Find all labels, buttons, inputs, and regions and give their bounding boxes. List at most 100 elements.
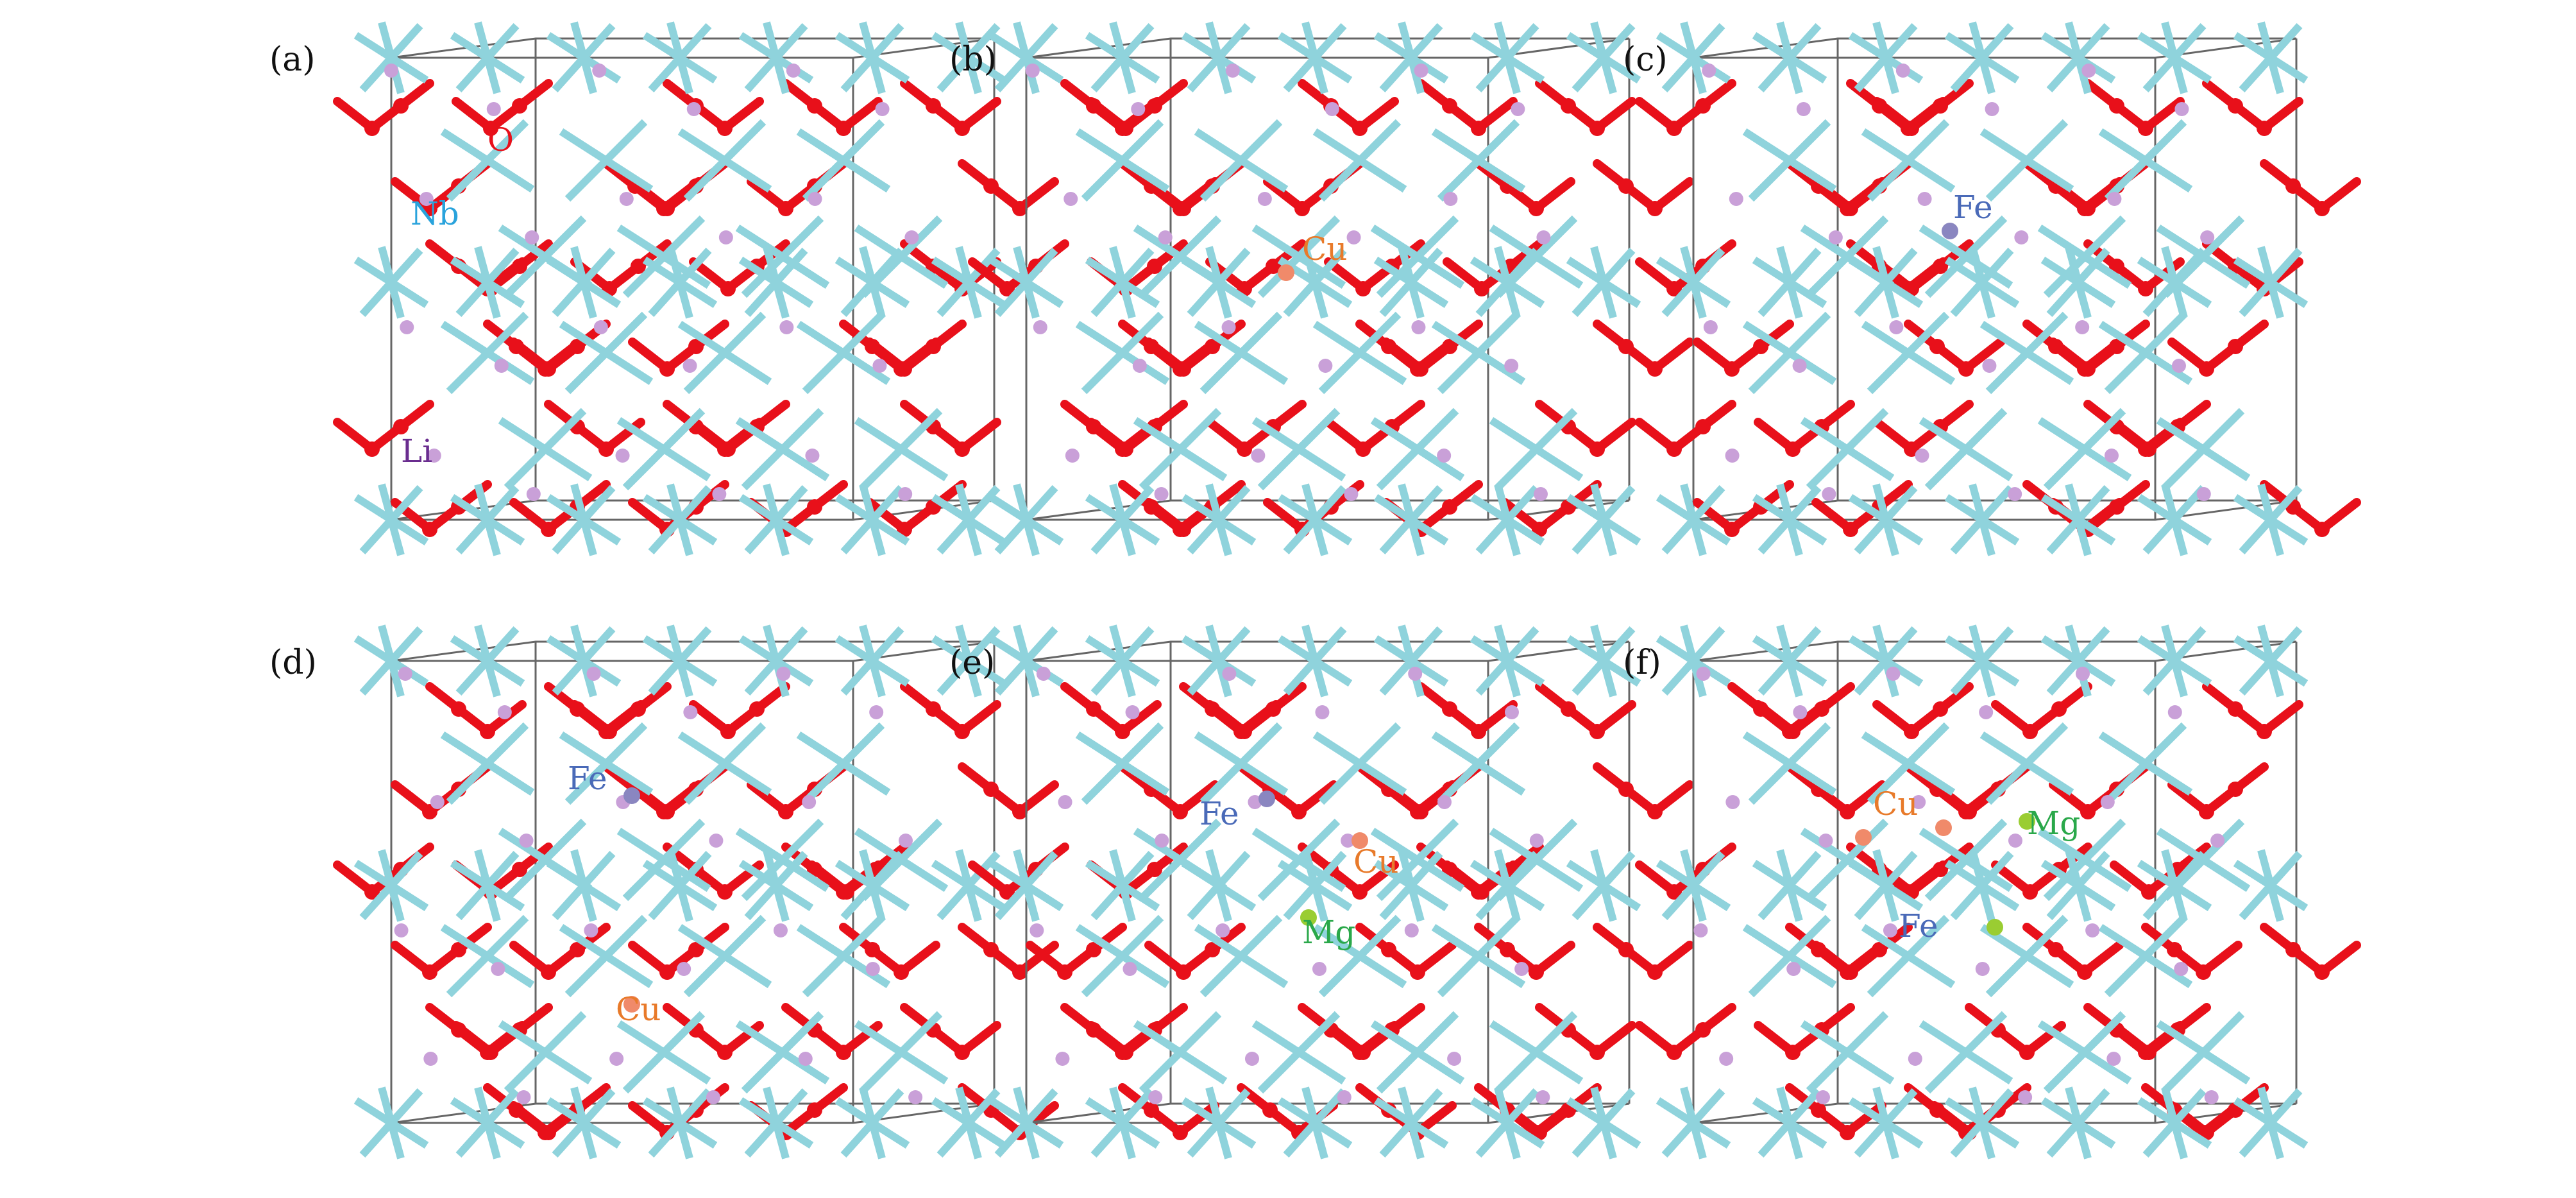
lithium-atom (1786, 962, 1801, 976)
niobium-atom (1277, 1086, 1353, 1159)
lithium-atom (1411, 320, 1426, 334)
niobium-atom (835, 21, 910, 94)
lithium-atom (682, 359, 697, 373)
oxygen-atom (717, 884, 733, 900)
lithium-atom (427, 449, 441, 463)
lithium-atom (584, 923, 598, 937)
niobium-atom (642, 21, 718, 94)
lithium-atom (2171, 359, 2186, 373)
lithium-atom (1792, 359, 1807, 373)
lithium-atom (384, 64, 398, 78)
niobium-atom (835, 624, 910, 697)
oxygen-atom (1176, 361, 1191, 377)
niobium-atom (1489, 407, 1584, 491)
lithium-atom (908, 1090, 923, 1104)
panel-label: (b) (949, 40, 997, 79)
niobium-atom (1566, 21, 1641, 94)
niobium-atom (1312, 311, 1407, 395)
lithium-atom (2008, 487, 2022, 501)
lithium-atom (1244, 1052, 1259, 1066)
niobium-atom (1752, 1086, 1827, 1159)
dopant-atom (1300, 909, 1317, 926)
niobium-atom (1979, 311, 2074, 395)
oxygen-atom (1811, 1102, 1826, 1118)
oxygen-atom (570, 339, 585, 354)
oxygen-atom (659, 201, 675, 216)
niobium-atom (1085, 483, 1160, 556)
lithium-atom (1025, 64, 1040, 78)
oxygen-atom (749, 701, 765, 717)
structure-panel-a: (a) O Nb Li (269, 21, 1059, 556)
lithium-atom (1221, 320, 1236, 334)
niobium-atom (931, 483, 1006, 556)
niobium-sites (1656, 21, 2309, 556)
niobium-atom (1373, 21, 1449, 94)
niobium-atom (546, 1086, 622, 1159)
niobium-atom (735, 1011, 830, 1094)
oxygen-atom (688, 339, 704, 354)
niobium-atom (1979, 722, 2074, 805)
niobium-atom (931, 21, 1006, 94)
oxygen-atom (1147, 862, 1162, 877)
niobium-atom (1861, 914, 1956, 998)
dopant-atom (1278, 264, 1294, 281)
oxygen-atom (954, 724, 970, 739)
oxygen-atom (451, 701, 466, 717)
oxygen-atom (2109, 499, 2124, 515)
lithium-atom (593, 320, 608, 334)
oxygen-atom (1589, 441, 1605, 457)
niobium-atom (1181, 624, 1257, 697)
lithium-atom (419, 192, 434, 206)
lithium-atom (1815, 1090, 1830, 1104)
lithium-atom (1036, 667, 1051, 681)
niobium-atom (616, 818, 711, 902)
oxygen-atom (1561, 98, 1576, 114)
lithium-atom (1251, 449, 1266, 463)
oxygen-atom (598, 441, 614, 457)
oxygen-atom (1012, 201, 1028, 216)
niobium-atom (1742, 914, 1837, 998)
oxygen-atom (1666, 884, 1682, 900)
lithium-atom (869, 705, 884, 719)
lithium-atom (2075, 667, 2090, 681)
lithium-atom (805, 449, 820, 463)
niobium-atom (353, 849, 429, 922)
oxygen-atom (1618, 782, 1634, 797)
dopant-atom (1352, 832, 1368, 849)
lithium-atom (1725, 449, 1740, 463)
lithium-atom (1883, 923, 1897, 937)
oxygen-atom (2196, 964, 2211, 980)
niobium-atom (1742, 722, 1837, 805)
lithium-atom (1447, 1052, 1462, 1066)
atom-label-fe: Fe (568, 760, 607, 797)
oxygen-atom (1647, 361, 1663, 377)
oxygen-atom (602, 724, 617, 739)
niobium-atom (1656, 483, 1731, 556)
niobium-atom (1800, 1011, 1895, 1094)
oxygen-atom (894, 964, 909, 980)
niobium-atom (1277, 624, 1353, 697)
oxygen-atom (778, 201, 793, 216)
lithium-atom (394, 923, 409, 937)
niobium-atom (2156, 818, 2251, 902)
niobium-atom (450, 483, 525, 556)
niobium-atom (2233, 21, 2309, 94)
oxygen-atom (1442, 499, 1457, 515)
oxygen-atom (541, 1125, 556, 1140)
niobium-atom (1566, 483, 1641, 556)
oxygen-atom (1647, 964, 1663, 980)
niobium-atom (2233, 624, 2309, 697)
oxygen-atom (1933, 98, 1948, 114)
oxygen-atom (1589, 1045, 1605, 1060)
niobium-atom (1919, 1011, 2013, 1094)
niobium-atom (450, 624, 525, 697)
lithium-atom (712, 487, 727, 501)
atom-label-cu: Cu (1302, 230, 1347, 268)
lithium-atom (865, 962, 880, 976)
lithium-atom (400, 320, 414, 334)
oxygen-atom (1381, 942, 1396, 957)
niobium-atom (735, 215, 830, 298)
niobium-sites (988, 21, 1641, 556)
niobium-atom (1861, 722, 1956, 805)
lithium-atom (586, 667, 601, 681)
